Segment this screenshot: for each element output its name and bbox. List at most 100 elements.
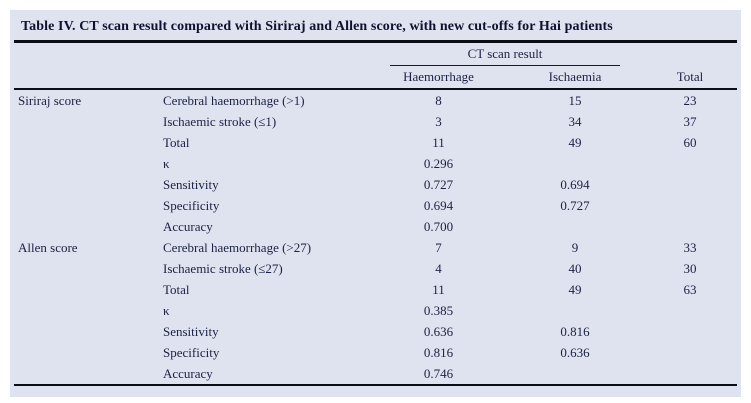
table-panel: Table IV. CT scan result compared with S… — [10, 10, 741, 397]
header-spacer-cell — [14, 42, 160, 67]
table-title: Table IV. CT scan result compared with S… — [21, 19, 613, 34]
cell-ischaemia: 40 — [568, 260, 582, 276]
column-header-total: Total — [663, 66, 737, 90]
table-row: Total 11 49 60 — [14, 132, 737, 153]
row-label: Accuracy — [163, 365, 213, 381]
cell-haemorrhage: 0.727 — [423, 176, 454, 192]
cell-total: 60 — [683, 134, 697, 150]
row-group-label — [14, 153, 160, 174]
row-group-label: Allen score — [18, 239, 78, 255]
row-group-label — [14, 279, 160, 300]
table-body: Siriraj score Cerebral haemorrhage (>1) … — [14, 89, 737, 385]
header-spacer-cell — [160, 66, 390, 90]
table-row: κ 0.296 — [14, 153, 737, 174]
cell-ischaemia: 0.636 — [560, 344, 590, 360]
table-row: Siriraj score Cerebral haemorrhage (>1) … — [14, 89, 737, 111]
cell-ischaemia: 9 — [571, 239, 579, 255]
cell-total — [663, 300, 737, 321]
row-label: κ — [163, 302, 170, 318]
ct-scan-table: CT scan result Haemorrhage Ischaemia Tot… — [14, 40, 737, 386]
row-group-label — [14, 195, 160, 216]
row-group-label — [14, 321, 160, 342]
cell-ischaemia — [487, 363, 663, 385]
table-row: κ 0.385 — [14, 300, 737, 321]
row-label: Cerebral haemorrhage (>1) — [163, 92, 305, 108]
header-spacer-cell — [663, 42, 737, 67]
cell-total — [663, 321, 737, 342]
row-group-label — [14, 258, 160, 279]
table-row: Accuracy 0.746 — [14, 363, 737, 385]
cell-haemorrhage: 7 — [435, 239, 442, 255]
cell-ischaemia: 49 — [568, 281, 582, 297]
cell-haemorrhage: 11 — [432, 281, 445, 297]
cell-total: 30 — [683, 260, 697, 276]
span-header-cell: CT scan result — [390, 42, 663, 66]
cell-haemorrhage: 0.636 — [423, 323, 454, 339]
cell-haemorrhage: 0.296 — [423, 155, 454, 171]
column-header-ischaemia: Ischaemia — [487, 66, 663, 90]
table-row: Ischaemic stroke (≤1) 3 34 37 — [14, 111, 737, 132]
table-row: Sensitivity 0.636 0.816 — [14, 321, 737, 342]
row-group-label — [14, 342, 160, 363]
table-row: Specificity 0.816 0.636 — [14, 342, 737, 363]
row-group-label — [14, 363, 160, 385]
cell-haemorrhage: 3 — [435, 113, 442, 129]
cell-ischaemia — [487, 216, 663, 237]
cell-haemorrhage: 0.700 — [423, 218, 454, 234]
row-label: Accuracy — [163, 218, 213, 234]
row-label: Total — [163, 134, 190, 150]
row-label: Ischaemic stroke (≤27) — [163, 260, 283, 276]
row-group-label — [14, 174, 160, 195]
cell-total — [663, 174, 737, 195]
table-header: CT scan result Haemorrhage Ischaemia Tot… — [14, 42, 737, 90]
row-label: Total — [163, 281, 190, 297]
table-row: Sensitivity 0.727 0.694 — [14, 174, 737, 195]
row-label: Sensitivity — [163, 176, 219, 192]
row-label: Ischaemic stroke (≤1) — [163, 113, 277, 129]
row-label: Specificity — [163, 197, 220, 213]
row-label: Cerebral haemorrhage (>27) — [163, 239, 312, 255]
header-spacer-cell — [14, 66, 160, 90]
span-header-row: CT scan result — [14, 42, 737, 67]
cell-haemorrhage: 4 — [435, 260, 442, 276]
row-group-label: Siriraj score — [18, 92, 82, 108]
cell-haemorrhage: 0.746 — [423, 365, 454, 381]
cell-total: 37 — [683, 113, 697, 129]
table-row: Ischaemic stroke (≤27) 4 40 30 — [14, 258, 737, 279]
cell-ischaemia: 34 — [568, 113, 582, 129]
cell-haemorrhage: 0.816 — [423, 344, 454, 360]
cell-total — [663, 363, 737, 385]
header-spacer-cell — [160, 42, 390, 67]
cell-ischaemia: 0.727 — [560, 197, 590, 213]
table-row: Accuracy 0.700 — [14, 216, 737, 237]
row-label: Specificity — [163, 344, 220, 360]
cell-ischaemia: 15 — [568, 92, 582, 108]
cell-total — [663, 342, 737, 363]
row-label: Sensitivity — [163, 323, 219, 339]
cell-ischaemia: 0.694 — [560, 176, 590, 192]
cell-haemorrhage: 0.385 — [423, 302, 454, 318]
cell-total: 33 — [683, 239, 697, 255]
cell-total — [663, 216, 737, 237]
cell-ischaemia: 49 — [568, 134, 582, 150]
cell-total: 23 — [683, 92, 697, 108]
column-header-haemorrhage: Haemorrhage — [390, 66, 487, 90]
cell-ischaemia — [487, 300, 663, 321]
cell-haemorrhage: 0.694 — [423, 197, 454, 213]
column-header-row: Haemorrhage Ischaemia Total — [14, 66, 737, 90]
table-row: Specificity 0.694 0.727 — [14, 195, 737, 216]
cell-total: 63 — [683, 281, 697, 297]
row-group-label — [14, 300, 160, 321]
row-group-label — [14, 132, 160, 153]
cell-ischaemia: 0.816 — [560, 323, 590, 339]
cell-total — [663, 153, 737, 174]
cell-haemorrhage: 8 — [435, 92, 442, 108]
row-group-label — [14, 216, 160, 237]
table-row: Total 11 49 63 — [14, 279, 737, 300]
ct-scan-result-header: CT scan result — [390, 46, 620, 66]
cell-total — [663, 195, 737, 216]
row-label: κ — [163, 155, 170, 171]
cell-haemorrhage: 11 — [432, 134, 445, 150]
cell-ischaemia — [487, 153, 663, 174]
